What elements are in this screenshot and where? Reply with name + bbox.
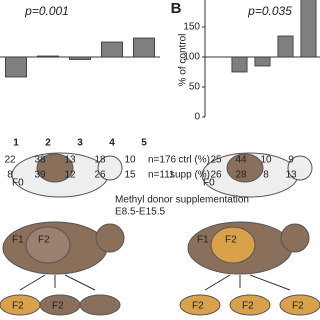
treatment-window: E8.5-E15.5 xyxy=(115,207,165,218)
generation-label: F0 xyxy=(12,178,24,189)
generation-label: F2 xyxy=(292,301,304,312)
row-label: ctrl (%) xyxy=(178,155,210,166)
row-value: 25 xyxy=(210,155,222,166)
generation-label: F2 xyxy=(192,301,204,312)
generation-label: F2 xyxy=(225,235,237,246)
panel-label: B xyxy=(171,0,182,17)
generation-label: F2 xyxy=(38,235,50,246)
treatment-label: Methyl donor supplementation xyxy=(115,195,249,206)
row-value: 26 xyxy=(210,170,222,181)
bar xyxy=(231,56,248,73)
row-value: 39 xyxy=(34,170,46,181)
bar xyxy=(37,55,59,58)
row-label: supp (%) xyxy=(170,170,210,181)
bar xyxy=(300,0,317,58)
row-value: 10 xyxy=(124,155,136,166)
generation-label: F1 xyxy=(197,235,209,246)
row-total: n=111 xyxy=(148,170,175,181)
bar xyxy=(5,56,27,78)
generation-label: F2 xyxy=(52,301,64,312)
x-tick-label: 4 xyxy=(109,138,115,149)
bar xyxy=(69,56,91,60)
bar xyxy=(254,56,271,67)
x-tick-label: 5 xyxy=(141,138,147,149)
y-tick-label: 100 xyxy=(183,52,200,63)
y-tick-label: 0 xyxy=(194,112,200,123)
x-tick-label: 3 xyxy=(77,138,83,149)
y-tick-label: 200 xyxy=(183,0,200,3)
row-total: n=176 xyxy=(148,155,177,166)
row-value: 13 xyxy=(64,155,76,166)
bar xyxy=(277,35,294,58)
row-value: 8 xyxy=(7,170,13,181)
bar xyxy=(101,41,123,58)
row-value: 28 xyxy=(235,170,247,181)
chart-title: p=0.001 xyxy=(24,4,69,18)
row-value: 12 xyxy=(64,170,76,181)
row-value: 18 xyxy=(94,155,106,166)
x-tick-label: 1 xyxy=(13,138,19,149)
chart-title: p=0.035 xyxy=(247,4,292,18)
row-value: 26 xyxy=(94,170,106,181)
row-value: 15 xyxy=(124,170,136,181)
row-value: 44 xyxy=(235,155,247,166)
generation-label: F2 xyxy=(242,301,254,312)
row-value: 8 xyxy=(263,170,269,181)
row-value: 9 xyxy=(288,155,294,166)
row-value: 13 xyxy=(285,170,297,181)
illustration xyxy=(0,152,320,316)
generation-label: F2 xyxy=(12,301,24,312)
generation-label: F0 xyxy=(203,178,215,189)
row-value: 38 xyxy=(34,155,46,166)
y-tick-label: 150 xyxy=(183,22,200,33)
row-value: 10 xyxy=(260,155,272,166)
generation-label: F1 xyxy=(12,235,24,246)
x-tick-label: 2 xyxy=(45,138,51,149)
bar xyxy=(133,37,155,58)
row-value: 22 xyxy=(4,155,16,166)
y-axis-label: % of control xyxy=(178,34,189,87)
y-tick-label: 50 xyxy=(189,82,201,93)
